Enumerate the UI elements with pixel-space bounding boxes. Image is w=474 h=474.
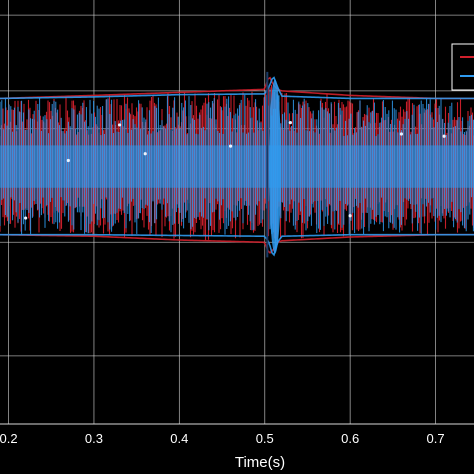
highlight-dot: [66, 158, 70, 163]
x-tick-label: 0.2: [0, 431, 18, 446]
x-tick-label: 0.7: [427, 431, 445, 446]
x-tick-label: 0.6: [341, 431, 359, 446]
highlight-dot: [399, 132, 404, 136]
series-blue-core: [0, 145, 474, 188]
x-tick-label: 0.5: [256, 431, 274, 446]
highlight-dot: [348, 214, 352, 218]
highlight-dot: [288, 121, 292, 125]
series-blue-line-envelope: [0, 76, 474, 100]
series-red-line-envelope: [0, 76, 474, 100]
legend: [451, 43, 474, 91]
highlight-dot: [143, 152, 147, 156]
series-blue-line-envelope: [0, 233, 474, 257]
series-red-line-envelope: [0, 233, 474, 254]
highlight-dot: [117, 123, 122, 127]
x-tick-label: 0.4: [170, 431, 188, 446]
legend-box: [451, 43, 474, 91]
highlight-dot: [442, 134, 446, 138]
series-blue-group: [0, 71, 474, 258]
highlight-dot: [24, 216, 28, 220]
x-tick-label: 0.3: [85, 431, 103, 446]
series-blue-transient: [269, 79, 282, 254]
x-axis-ticks: 0.2 0.3 0.4 0.5 0.6 0.7: [0, 431, 445, 446]
x-axis-label: Time(s): [235, 454, 285, 471]
highlight-dot: [228, 144, 233, 148]
